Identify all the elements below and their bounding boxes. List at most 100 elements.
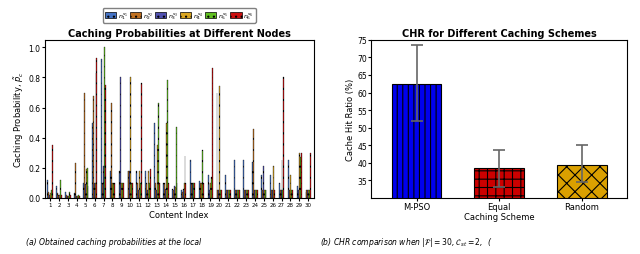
Bar [93, 183, 95, 198]
Bar [392, 84, 442, 254]
Bar [114, 183, 115, 198]
Bar [174, 186, 175, 198]
Bar [140, 183, 141, 198]
Bar [175, 128, 177, 198]
Bar [262, 190, 263, 198]
Bar [164, 183, 165, 198]
Bar [118, 171, 120, 198]
Bar [256, 190, 257, 198]
Bar [158, 104, 159, 198]
Bar [211, 177, 212, 198]
Bar [69, 192, 70, 198]
Bar [101, 60, 102, 198]
Bar [236, 190, 237, 198]
Bar [199, 182, 200, 198]
Bar [165, 189, 166, 198]
Bar [202, 150, 204, 198]
Bar [252, 162, 253, 198]
Bar [212, 69, 213, 198]
Bar [131, 183, 132, 198]
Bar [297, 186, 298, 198]
Bar [265, 190, 266, 198]
Bar [166, 123, 167, 198]
Y-axis label: Caching Probability, $\tilde{p}_c$: Caching Probability, $\tilde{p}_c$ [12, 71, 26, 168]
Bar [68, 197, 69, 198]
Bar [310, 153, 311, 198]
Bar [255, 190, 256, 198]
Bar [271, 190, 272, 198]
Bar [273, 190, 275, 198]
X-axis label: Content Index: Content Index [150, 210, 209, 219]
Bar [167, 81, 168, 198]
Bar [129, 171, 131, 198]
Bar [254, 190, 255, 198]
Bar [95, 74, 97, 198]
Bar [245, 190, 246, 198]
Bar [84, 93, 85, 198]
Bar [305, 192, 307, 198]
Bar [122, 183, 123, 198]
Bar [163, 183, 164, 198]
Bar [300, 158, 301, 198]
Bar [238, 190, 239, 198]
Bar [154, 123, 155, 198]
Bar [261, 176, 262, 198]
Bar [209, 190, 211, 198]
Bar [234, 161, 236, 198]
Bar [51, 190, 52, 198]
Bar [102, 167, 104, 198]
Bar [173, 190, 174, 198]
Bar [221, 190, 222, 198]
Bar [49, 195, 50, 198]
Bar [113, 183, 114, 198]
Title: Caching Probabilities at Different Nodes: Caching Probabilities at Different Nodes [68, 28, 291, 39]
Bar [307, 190, 308, 198]
Bar [243, 161, 244, 198]
Bar [156, 190, 157, 198]
Bar [309, 190, 310, 198]
Bar [184, 156, 186, 198]
Bar [92, 123, 93, 198]
Bar [244, 190, 245, 198]
Bar [56, 186, 57, 198]
Bar [216, 93, 218, 198]
Bar [147, 190, 148, 198]
Bar [301, 153, 302, 198]
Bar [239, 190, 240, 198]
Bar [104, 48, 106, 198]
Bar [557, 165, 607, 254]
Text: (a) Obtained caching probabilities at the local: (a) Obtained caching probabilities at th… [26, 237, 201, 246]
Bar [66, 195, 67, 198]
Bar [83, 183, 84, 198]
Bar [141, 84, 142, 198]
Y-axis label: Cache Hit Ratio (%): Cache Hit Ratio (%) [346, 78, 355, 160]
Bar [120, 78, 122, 198]
Text: (b) CHR comparison when $|\mathcal{F}| = 30$, $\mathcal{C}_{st} = 2$,  (: (b) CHR comparison when $|\mathcal{F}| =… [320, 235, 492, 248]
Bar [67, 197, 68, 198]
Bar [270, 176, 271, 198]
Bar [57, 194, 58, 198]
Bar [111, 183, 113, 198]
Bar [85, 185, 86, 198]
Bar [288, 161, 289, 198]
Bar [123, 183, 124, 198]
Bar [263, 167, 264, 198]
Bar [264, 190, 265, 198]
Bar [200, 190, 202, 198]
Bar [76, 197, 77, 198]
Bar [183, 189, 184, 198]
Bar [60, 180, 61, 198]
Bar [308, 190, 309, 198]
Bar [237, 190, 238, 198]
Bar [229, 190, 230, 198]
Bar [148, 171, 149, 198]
Bar [132, 183, 133, 198]
Title: CHR for Different Caching Schemes: CHR for Different Caching Schemes [402, 28, 596, 39]
Bar [246, 190, 247, 198]
Bar [47, 180, 49, 198]
Bar [228, 190, 229, 198]
Bar [127, 171, 129, 198]
Bar [227, 190, 228, 198]
Bar [298, 190, 300, 198]
Bar [291, 190, 292, 198]
